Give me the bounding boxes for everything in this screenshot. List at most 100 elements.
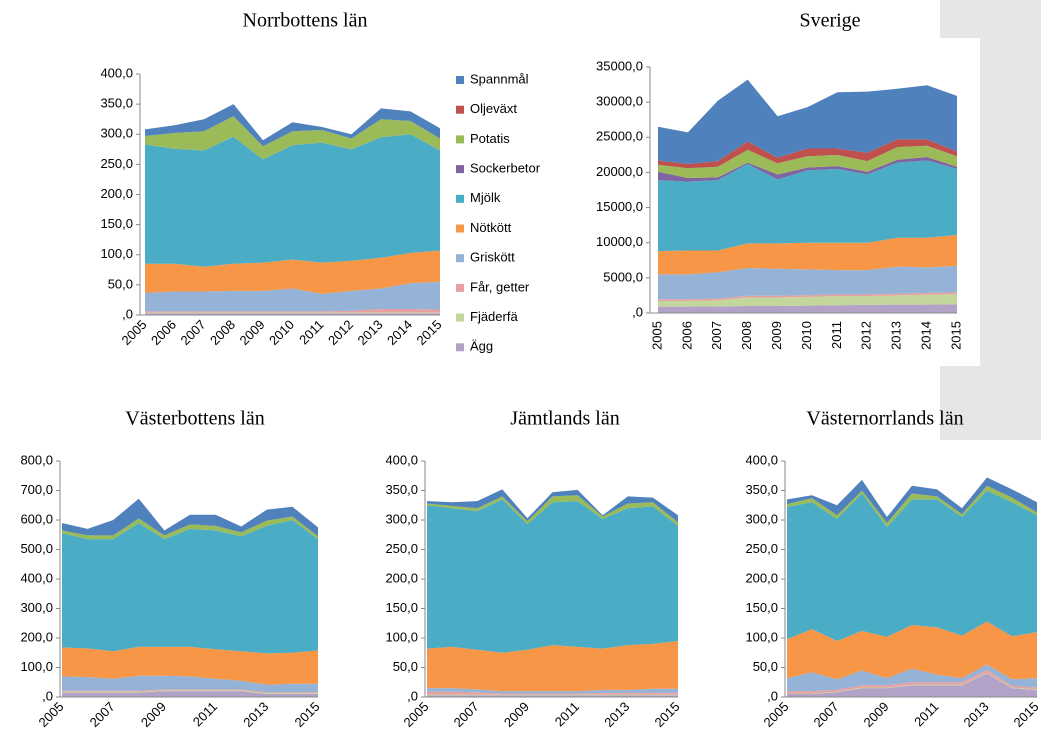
area [787,485,1037,528]
x-tick-label: 2014 [919,321,934,350]
area [787,664,1037,692]
x-tick-label: 2010 [799,321,814,350]
x-tick-label: 2011 [911,699,941,729]
x-tick-label: 2009 [769,321,784,350]
chart-title: Västernorrlands län [806,408,963,430]
legend-label: Griskött [470,250,515,265]
legend-label: Fjäderfä [470,309,518,324]
legend-swatch [456,194,464,203]
y-tick-label: 200,0 [100,186,133,201]
legend-swatch [456,165,464,174]
chart-title: Jämtlands län [510,408,619,430]
y-tick-label: 250,0 [385,541,418,556]
x-tick-label: 2014 [384,317,415,348]
area [427,640,678,692]
area [658,292,957,302]
x-tick-label: 2012 [325,317,356,348]
y-tick-label: 200,0 [745,570,778,585]
y-tick-label: 400,0 [20,570,53,585]
area [62,516,318,540]
y-tick-label: 50,0 [753,659,778,674]
x-tick-label: 2005 [118,317,149,348]
y-tick-label: ,0 [407,688,418,703]
legend-label: Mjölk [470,190,501,205]
x-tick-label: 2015 [1010,699,1041,730]
x-tick-label: 2015 [291,699,322,730]
area [658,160,957,252]
x-tick-label: 2013 [889,321,904,350]
area [62,520,318,654]
y-tick-label: 350,0 [100,96,133,111]
x-tick-label: 2015 [413,317,444,348]
y-tick-label: 20000,0 [596,164,643,179]
legend-label: Spannmål [470,71,529,86]
y-tick-label: 150,0 [100,216,133,231]
y-tick-label: 150,0 [385,600,418,615]
y-tick-label: 100,0 [745,629,778,644]
x-tick-label: 2013 [960,699,991,730]
y-tick-label: ,0 [122,306,133,321]
chart-title: Norrbottens län [243,10,368,32]
x-tick-label: 2008 [207,317,238,348]
legend-swatch [456,135,464,144]
area [62,675,318,693]
y-tick-label: 400,0 [745,452,778,467]
area [658,139,957,169]
area [787,490,1037,641]
area [427,691,678,695]
y-tick-label: ,0 [767,688,778,703]
y-tick-label: 300,0 [385,511,418,526]
chart-title: Sverige [799,10,860,32]
legend-swatch [456,105,464,114]
legend-swatch [456,283,464,292]
x-tick-label: 2009 [138,699,169,730]
area [427,499,678,653]
area [145,250,440,294]
x-tick-label: 2007 [177,317,208,348]
y-tick-label: 250,0 [100,156,133,171]
area [658,265,957,300]
x-tick-label: 2013 [240,699,271,730]
legend-swatch [456,313,464,322]
y-tick-label: 400,0 [100,65,133,80]
x-tick-label: 2005 [760,699,791,730]
x-tick-label: 2009 [236,317,267,348]
y-tick-label: 350,0 [745,482,778,497]
area [62,646,318,685]
x-tick-label: 2005 [35,699,66,730]
y-tick-label: 35000,0 [596,58,643,73]
y-tick-label: 100,0 [100,246,133,261]
legend-label: Sockerbetor [470,161,541,176]
area [658,304,957,313]
y-tick-label: 200,0 [20,629,53,644]
y-tick-label: 800,0 [20,452,53,467]
x-tick-label: 2009 [501,699,532,730]
x-tick-label: 2009 [860,699,891,730]
x-tick-label: 2013 [601,699,632,730]
x-tick-label: 2013 [354,317,385,348]
y-tick-label: 50,0 [108,276,133,291]
y-tick-label: 5000,0 [603,269,643,284]
area [427,694,678,696]
x-tick-label: 2005 [400,699,431,730]
area [62,498,318,537]
y-tick-label: 150,0 [745,600,778,615]
area [62,690,318,695]
x-tick-label: 2006 [679,321,694,350]
y-tick-label: 100,0 [20,659,53,674]
x-tick-label: 2011 [296,317,326,347]
y-tick-label: 300,0 [745,511,778,526]
area [658,145,957,179]
legend-swatch [456,254,464,263]
y-tick-label: 10000,0 [596,234,643,249]
x-tick-label: 2006 [148,317,179,348]
area [145,134,440,267]
area [787,477,1037,523]
x-tick-label: 2012 [859,321,874,350]
x-tick-label: 2005 [649,321,664,350]
area [658,79,957,164]
x-tick-label: 2011 [190,699,220,729]
area [145,281,440,312]
x-tick-label: 2015 [948,321,963,350]
y-tick-label: 600,0 [20,511,53,526]
